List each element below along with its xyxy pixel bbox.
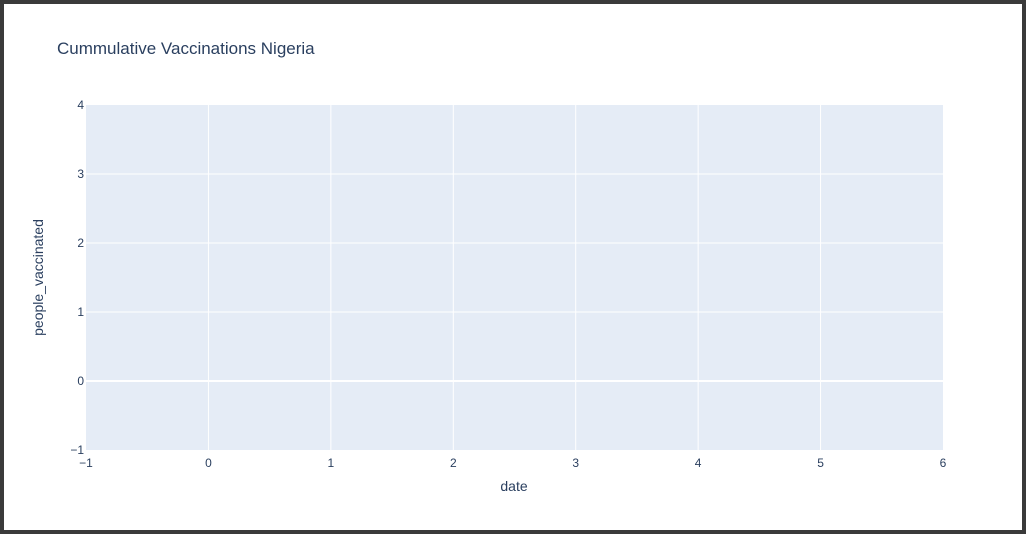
y-gridlines <box>86 173 943 313</box>
x-tick-label: 3 <box>572 456 579 470</box>
x-tick-label: 6 <box>940 456 947 470</box>
y-tick-labels: −1 0 1 2 3 4 <box>70 98 84 457</box>
y-axis-title: people_vaccinated <box>30 219 46 336</box>
x-tick-label: 4 <box>695 456 702 470</box>
y-tick-label: 4 <box>77 98 84 112</box>
chart-canvas: Cummulative Vaccinations Nigeria −1 0 1 2 3 4… <box>30 39 947 494</box>
x-axis-title: date <box>500 478 527 494</box>
x-tick-label: 2 <box>450 456 457 470</box>
x-tick-label: 5 <box>817 456 824 470</box>
y-tick-label: 3 <box>77 167 84 181</box>
plot-area <box>86 105 943 450</box>
x-tick-label: 0 <box>205 456 212 470</box>
x-tick-label: −1 <box>79 456 93 470</box>
x-tick-label: 1 <box>328 456 335 470</box>
x-gridlines <box>207 105 822 450</box>
chart-title: Cummulative Vaccinations Nigeria <box>57 39 315 58</box>
y-tick-label: 1 <box>77 305 84 319</box>
chart-frame: Cummulative Vaccinations Nigeria −1 0 1 2 3 4… <box>4 4 1022 530</box>
y-tick-label: 2 <box>77 236 84 250</box>
y-tick-label: −1 <box>70 443 84 457</box>
x-tick-labels: −1 0 1 2 3 4 5 6 <box>79 456 947 470</box>
y-tick-label: 0 <box>77 374 84 388</box>
